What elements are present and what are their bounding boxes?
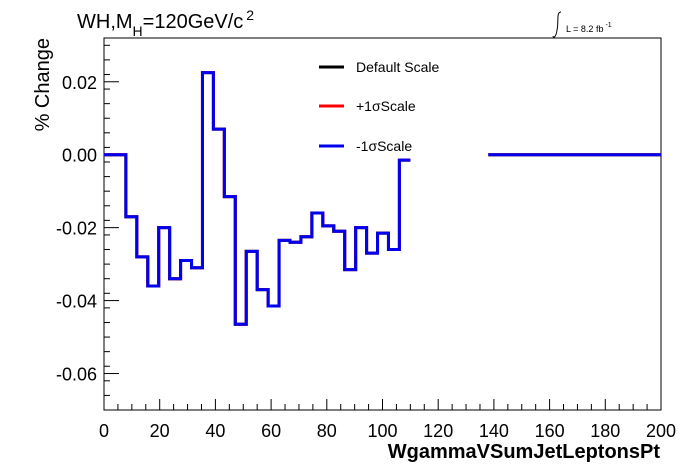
- legend-label: +1σScale: [356, 98, 416, 114]
- plot-frame: [103, 37, 662, 411]
- x-axis-label: WgammaVSumJetLeptonsPt: [388, 441, 661, 463]
- x-axis-ticks: 0 20 40 60 80 100 120 140 160 180 200: [99, 399, 676, 441]
- integral-icon: [552, 11, 562, 38]
- y-tick-label: 0.02: [62, 73, 97, 93]
- x-tick-label: 160: [535, 421, 565, 441]
- x-tick-label: 180: [590, 421, 620, 441]
- x-tick-label: 140: [479, 421, 509, 441]
- series-line-2: [104, 71, 411, 326]
- x-tick-label: 200: [646, 421, 676, 441]
- lumi-label: L = 8.2 fb -1: [552, 11, 612, 38]
- x-tick-label: 100: [367, 421, 397, 441]
- y-axis-ticks: -0.06 -0.04 -0.02 0.00 0.02: [56, 44, 119, 411]
- svg-text:L = 8.2 fb-1: L = 8.2 fb -1: [566, 22, 612, 34]
- legend: Default Scale +1σScale -1σScale: [319, 59, 439, 154]
- y-tick-label: 0.00: [62, 146, 97, 166]
- chart-title: WH,MH=120GeV/c 2: [77, 7, 254, 39]
- x-tick-label: 40: [205, 421, 225, 441]
- x-tick-label: 120: [423, 421, 453, 441]
- y-tick-label: -0.02: [56, 219, 97, 239]
- series-group: [104, 71, 661, 326]
- y-axis-label: % Change: [32, 38, 54, 131]
- x-tick-label: 80: [317, 421, 337, 441]
- legend-label: Default Scale: [356, 59, 439, 75]
- x-tick-label: 0: [99, 421, 109, 441]
- y-tick-label: -0.06: [56, 365, 97, 385]
- x-tick-label: 60: [261, 421, 281, 441]
- y-tick-label: -0.04: [56, 292, 97, 312]
- legend-label: -1σScale: [356, 138, 412, 154]
- x-tick-label: 20: [150, 421, 170, 441]
